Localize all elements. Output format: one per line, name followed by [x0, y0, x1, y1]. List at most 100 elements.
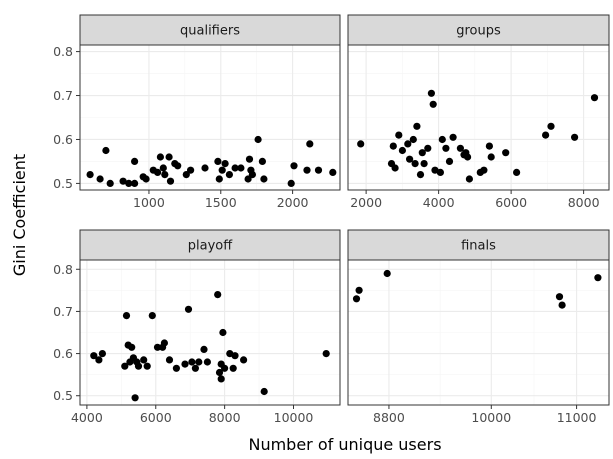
x-tick-label: 4000 — [71, 410, 103, 425]
data-point — [240, 356, 248, 364]
data-point — [125, 179, 133, 187]
data-point — [244, 175, 252, 183]
data-point — [161, 171, 169, 179]
data-point — [143, 362, 151, 370]
facet-strip — [347, 229, 610, 261]
data-point — [438, 135, 446, 144]
x-tick-label: 11000 — [557, 410, 597, 425]
data-point — [383, 269, 391, 278]
data-point — [465, 175, 473, 183]
data-point — [201, 164, 209, 172]
data-point — [355, 286, 363, 294]
data-point — [404, 140, 412, 148]
data-point — [429, 100, 437, 108]
data-point — [445, 157, 454, 165]
data-point — [413, 122, 421, 130]
data-point — [221, 160, 229, 168]
panel-qualifiers: qualifiers 1000 1500 2000 0.5 0.6 0.7 0.8 — [53, 14, 341, 210]
data-point — [322, 350, 330, 358]
data-point — [166, 177, 175, 185]
y-tick-label: 0.5 — [53, 176, 73, 191]
data-point — [121, 362, 129, 370]
data-point — [106, 179, 114, 187]
data-point — [480, 166, 488, 174]
data-point — [148, 312, 156, 320]
x-tick-label: 10000 — [471, 410, 511, 425]
data-point — [389, 142, 397, 150]
data-point — [165, 153, 173, 161]
data-point — [542, 131, 550, 139]
data-point — [86, 171, 94, 179]
data-point — [409, 135, 417, 144]
x-tick-label: 4000 — [423, 195, 455, 210]
data-point — [215, 368, 224, 377]
data-point — [181, 360, 189, 368]
facet-strip-label: playoff — [188, 239, 233, 254]
x-tick-label: 8000 — [209, 410, 241, 425]
data-point — [427, 89, 435, 97]
data-point — [214, 291, 222, 299]
data-point — [182, 171, 190, 179]
data-point — [245, 155, 254, 163]
data-point — [464, 153, 472, 161]
data-point — [485, 142, 493, 150]
data-point — [547, 122, 555, 130]
x-axis-title: Number of unique users — [248, 435, 441, 454]
data-point — [398, 146, 406, 155]
data-point — [456, 144, 464, 152]
y-tick-label: 0.6 — [53, 346, 73, 361]
data-point — [431, 166, 439, 174]
data-point — [154, 168, 162, 176]
data-point — [215, 175, 223, 183]
facet-strip — [79, 229, 341, 261]
data-point — [98, 350, 106, 358]
data-point — [395, 131, 403, 139]
y-tick-label: 0.8 — [53, 44, 73, 59]
data-point — [131, 157, 139, 165]
data-point — [187, 166, 195, 174]
data-point — [306, 140, 314, 148]
data-point — [590, 94, 599, 102]
data-point — [195, 358, 203, 366]
data-point — [449, 133, 457, 141]
data-point — [90, 352, 98, 360]
data-point — [153, 343, 162, 351]
data-point — [229, 364, 237, 372]
data-point — [160, 339, 168, 347]
data-point — [131, 179, 139, 187]
x-tick-label: 1000 — [133, 195, 165, 210]
data-point — [513, 168, 521, 176]
data-point — [95, 356, 103, 364]
data-point — [487, 153, 495, 161]
data-point — [200, 345, 208, 353]
data-point — [156, 153, 164, 161]
facet-strip-label: qualifiers — [180, 24, 240, 39]
data-point — [258, 157, 266, 165]
x-tick-label: 8800 — [373, 410, 405, 425]
y-tick-label: 0.7 — [53, 304, 73, 319]
y-axis-title: Gini Coefficient — [10, 154, 29, 276]
data-point — [231, 352, 239, 360]
data-point — [314, 166, 323, 174]
data-point — [134, 362, 143, 370]
data-point — [555, 293, 564, 301]
data-point — [142, 175, 150, 183]
data-point — [172, 364, 180, 372]
data-point — [165, 356, 174, 364]
data-point — [221, 364, 229, 372]
facet-strip-label: groups — [456, 24, 501, 39]
panel-groups: groups 2000 4000 6000 8000 — [347, 14, 610, 210]
data-point — [502, 149, 510, 157]
x-tick-label: 6000 — [140, 410, 172, 425]
y-tick-label: 0.8 — [53, 262, 73, 277]
y-tick-label: 0.6 — [53, 132, 73, 147]
data-point — [174, 162, 182, 170]
data-point — [558, 301, 566, 309]
y-tick-label: 0.5 — [53, 388, 73, 403]
data-point — [119, 177, 127, 185]
data-point — [96, 175, 104, 183]
data-point — [237, 164, 245, 172]
data-point — [411, 160, 419, 168]
data-point — [102, 146, 110, 155]
